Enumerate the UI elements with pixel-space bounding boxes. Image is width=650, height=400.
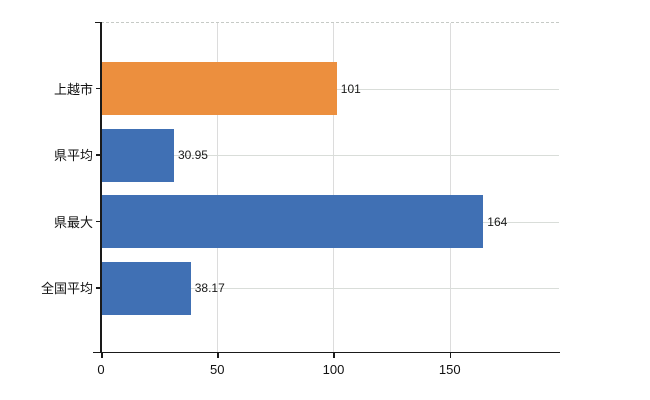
bar[interactable] (102, 195, 484, 248)
x-tick-label: 100 (322, 361, 345, 377)
x-tick (217, 352, 219, 358)
category-label: 県最大 (53, 214, 93, 230)
v-gridline (217, 22, 219, 353)
y-tick (96, 287, 101, 289)
x-tick (333, 352, 335, 358)
y-tick (96, 220, 101, 222)
x-axis-line (93, 351, 560, 353)
bar-value-label: 101 (340, 81, 361, 96)
x-tick (101, 352, 103, 358)
bar-value-label: 164 (487, 214, 508, 229)
plot-top-border (96, 21, 559, 23)
y-tick (96, 87, 101, 89)
h-gridline (101, 288, 559, 289)
bar[interactable] (102, 261, 191, 315)
category-label: 全国平均 (40, 281, 93, 296)
bar-value-label: 38.17 (194, 281, 225, 295)
bar[interactable] (102, 128, 174, 182)
y-axis-top-tick (95, 21, 101, 23)
category-label: 上越市 (53, 81, 93, 97)
x-tick-label: 150 (438, 361, 461, 377)
bar[interactable] (102, 62, 337, 115)
h-gridline (101, 155, 559, 156)
v-gridline (449, 22, 451, 353)
y-axis-line (100, 21, 102, 353)
x-tick-label: 0 (97, 361, 105, 377)
bar-value-label: 30.95 (177, 148, 208, 162)
x-tick (449, 352, 452, 358)
v-gridline (333, 22, 335, 353)
x-tick-label: 50 (210, 361, 225, 377)
y-tick (96, 154, 101, 156)
category-label: 県平均 (53, 148, 93, 163)
